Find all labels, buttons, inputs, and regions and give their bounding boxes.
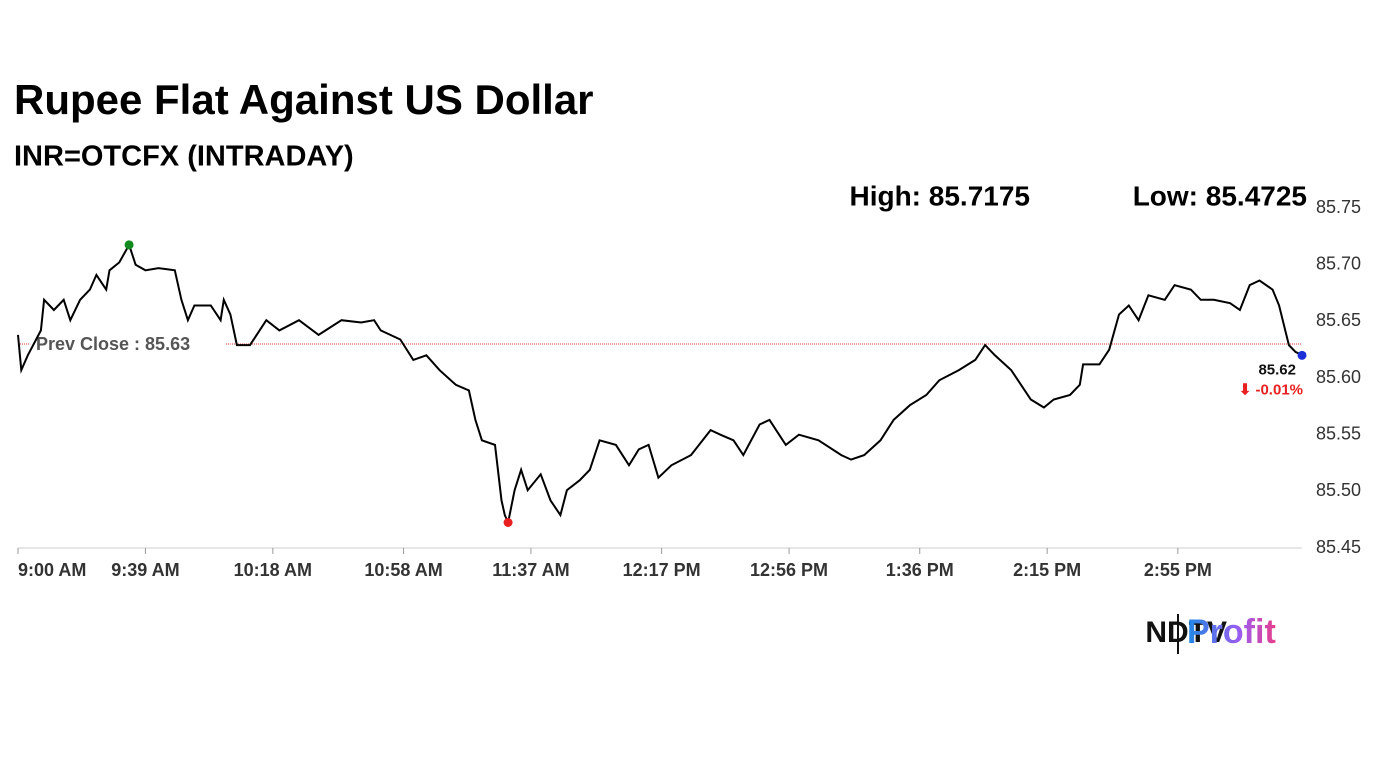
x-tick-label: 12:17 PM [623, 560, 701, 580]
x-tick-label: 2:15 PM [1013, 560, 1081, 580]
x-tick-label: 10:18 AM [234, 560, 312, 580]
y-tick-label: 85.60 [1316, 367, 1361, 387]
brand-profit: Profit [1187, 613, 1276, 651]
x-tick-label: 9:00 AM [18, 560, 86, 580]
x-tick-label: 12:56 PM [750, 560, 828, 580]
y-tick-label: 85.55 [1316, 423, 1361, 443]
low-marker [503, 518, 513, 527]
x-tick-label: 2:55 PM [1144, 560, 1212, 580]
y-tick-label: 85.75 [1316, 197, 1361, 217]
x-tick-label: 1:36 PM [886, 560, 954, 580]
y-tick-label: 85.65 [1316, 310, 1361, 330]
chart-subtitle: INR=OTCFX (INTRADAY) [14, 141, 354, 173]
y-tick-label: 85.45 [1316, 537, 1361, 557]
last-marker [1297, 350, 1307, 360]
prev-close-bg [30, 332, 226, 356]
x-tick-label: 10:58 AM [364, 560, 442, 580]
last-value-label: 85.62 [1258, 361, 1296, 378]
x-tick-label: 9:39 AM [111, 560, 179, 580]
price-line [17, 242, 1303, 526]
x-tick-label: 11:37 AM [492, 560, 569, 580]
chart-title: Rupee Flat Against US Dollar [14, 76, 594, 123]
prev-close-label: Prev Close : 85.63 [36, 334, 190, 354]
high-marker [124, 240, 134, 250]
y-tick-label: 85.50 [1316, 480, 1361, 500]
brand-ndtv: NDTV [1145, 616, 1227, 649]
low-label: Low: 85.4725 [1133, 180, 1307, 211]
y-tick-label: 85.70 [1316, 253, 1361, 273]
change-label: ⬇ -0.01% [1239, 381, 1303, 398]
high-label: High: 85.7175 [849, 180, 1030, 211]
